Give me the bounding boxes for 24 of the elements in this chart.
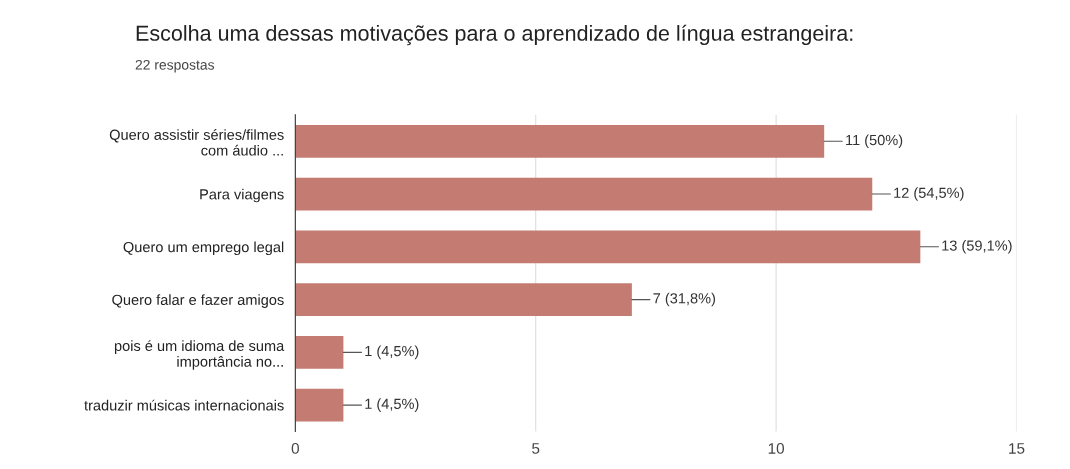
data-label: 13 (59,1%) (942, 240, 1012, 254)
y-tick-label: pois é um idioma de suma importância no... (114, 340, 285, 370)
text: 22 respostas (135, 59, 215, 73)
x-tick-label: 10 (768, 442, 785, 454)
bar (295, 388, 344, 422)
data-label: 1 (4,5%) (365, 345, 419, 360)
x-tick-label: 5 (532, 443, 540, 454)
x-tick-label: 0 (291, 442, 299, 454)
y-tick-label: traduzir músicas internacionais (84, 399, 284, 411)
data-label: 7 (31,8%) (653, 292, 716, 307)
y-tick-label: Quero um emprego legal (123, 241, 284, 256)
y-tick-label: Quero assistir séries/filmes com áudio ... (109, 129, 284, 156)
data-label: 12 (54,5%) (894, 187, 964, 201)
bar (295, 177, 873, 211)
y-tick-label: Quero falar e fazer amigos (112, 294, 284, 308)
data-label: 1 (4,5%) (365, 398, 419, 412)
bar (295, 283, 632, 316)
chart-title: Escolha uma dessas motivações para o aprendizado de língua estrangeira: (136, 24, 853, 46)
x-tick-label: 15 (1009, 443, 1025, 454)
data-label: 11 (50%) (846, 134, 903, 149)
bar (295, 124, 825, 158)
y-tick-label: Para viagens (200, 188, 284, 203)
bar (295, 335, 344, 369)
bar (295, 230, 921, 264)
